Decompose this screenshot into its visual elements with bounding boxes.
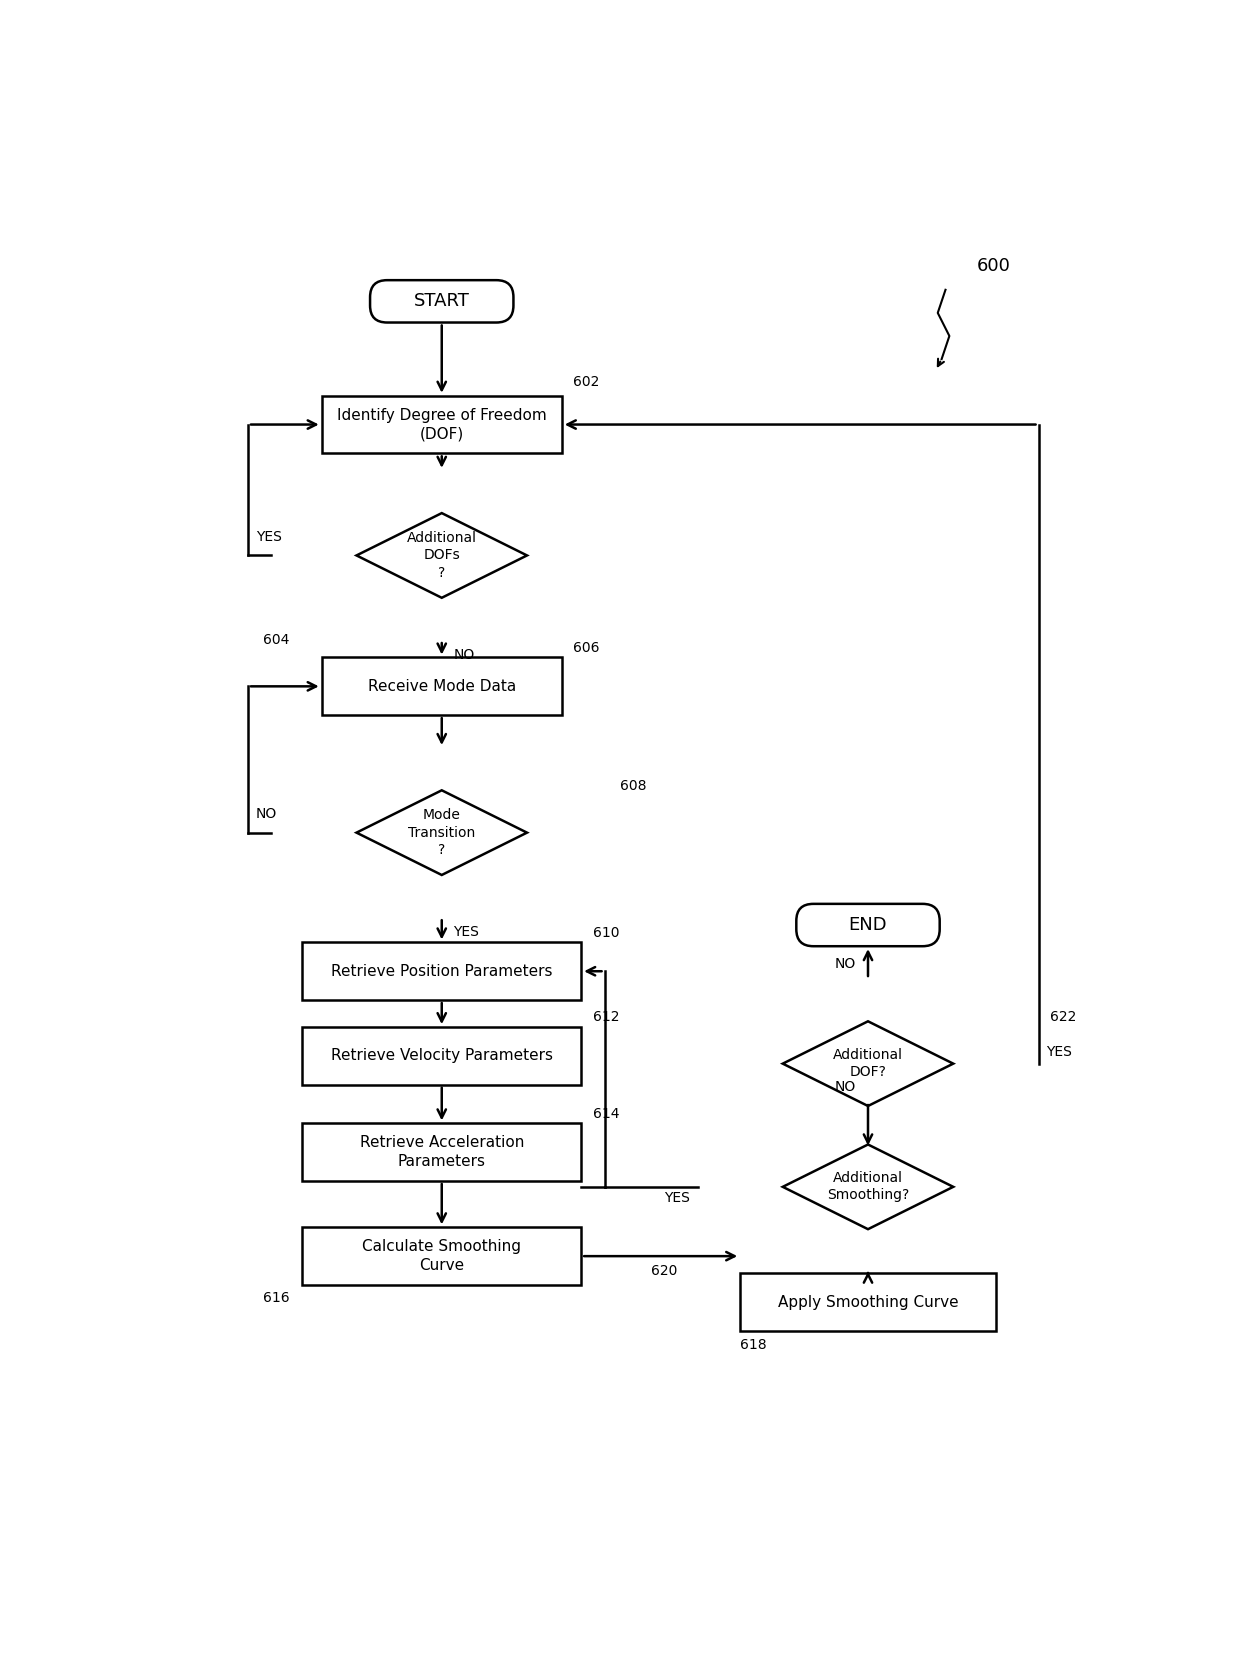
- Text: YES: YES: [454, 926, 479, 939]
- Text: 622: 622: [1050, 1010, 1076, 1025]
- Bar: [740, 1273, 996, 1332]
- Text: 602: 602: [573, 376, 600, 389]
- Polygon shape: [357, 513, 527, 597]
- Text: Apply Smoothing Curve: Apply Smoothing Curve: [777, 1295, 959, 1310]
- Polygon shape: [782, 1144, 954, 1229]
- Text: NO: NO: [454, 647, 475, 662]
- Bar: [303, 1124, 582, 1181]
- Text: 616: 616: [263, 1291, 290, 1305]
- Text: Additional
Smoothing?: Additional Smoothing?: [827, 1171, 909, 1202]
- Text: YES: YES: [663, 1191, 689, 1206]
- Text: 604: 604: [263, 632, 290, 647]
- Text: 606: 606: [573, 641, 600, 654]
- Text: NO: NO: [255, 807, 277, 822]
- Text: 614: 614: [593, 1107, 619, 1120]
- Text: 612: 612: [593, 1010, 619, 1025]
- FancyBboxPatch shape: [370, 280, 513, 322]
- Text: 600: 600: [977, 257, 1011, 275]
- Text: Additional
DOF?: Additional DOF?: [833, 1048, 903, 1080]
- Text: YES: YES: [1047, 1045, 1073, 1060]
- Polygon shape: [782, 1021, 954, 1107]
- Text: Identify Degree of Freedom
(DOF): Identify Degree of Freedom (DOF): [337, 408, 547, 441]
- Text: END: END: [848, 916, 888, 934]
- Bar: [303, 1228, 582, 1285]
- Text: Receive Mode Data: Receive Mode Data: [367, 679, 516, 694]
- Text: Calculate Smoothing
Curve: Calculate Smoothing Curve: [362, 1239, 521, 1273]
- Text: Additional
DOFs
?: Additional DOFs ?: [407, 532, 476, 580]
- Bar: [303, 1026, 582, 1085]
- Text: 610: 610: [593, 926, 619, 939]
- Text: START: START: [414, 292, 470, 310]
- Text: NO: NO: [835, 958, 857, 971]
- Bar: [321, 396, 562, 453]
- Text: Retrieve Acceleration
Parameters: Retrieve Acceleration Parameters: [360, 1135, 525, 1169]
- Bar: [321, 657, 562, 714]
- Text: NO: NO: [835, 1080, 857, 1095]
- Text: 620: 620: [651, 1264, 677, 1278]
- Polygon shape: [357, 790, 527, 875]
- FancyBboxPatch shape: [796, 904, 940, 946]
- Bar: [303, 942, 582, 999]
- Text: Retrieve Position Parameters: Retrieve Position Parameters: [331, 964, 553, 979]
- Text: YES: YES: [255, 530, 281, 543]
- Text: 618: 618: [740, 1338, 766, 1352]
- Text: Mode
Transition
?: Mode Transition ?: [408, 808, 475, 857]
- Text: Retrieve Velocity Parameters: Retrieve Velocity Parameters: [331, 1048, 553, 1063]
- Text: 608: 608: [620, 780, 646, 793]
